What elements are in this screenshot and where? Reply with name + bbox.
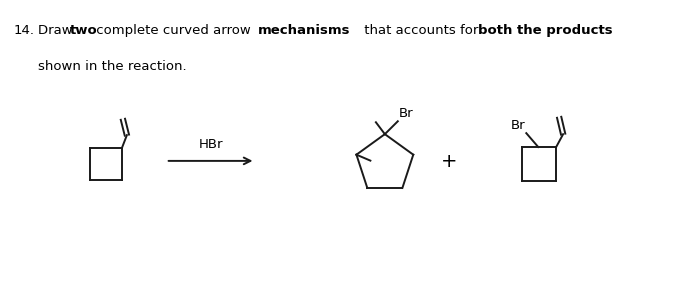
Text: that accounts for: that accounts for — [360, 24, 482, 37]
Text: complete curved arrow: complete curved arrow — [92, 24, 255, 37]
Text: Draw: Draw — [38, 24, 77, 37]
Text: shown in the reaction.: shown in the reaction. — [38, 60, 187, 73]
Text: Br: Br — [399, 107, 413, 120]
Text: both the products: both the products — [478, 24, 613, 37]
Text: +: + — [441, 152, 458, 171]
Text: 14.: 14. — [14, 24, 35, 37]
Text: mechanisms: mechanisms — [258, 24, 351, 37]
Text: Br: Br — [511, 119, 526, 132]
Text: HBr: HBr — [199, 138, 223, 151]
Text: two: two — [70, 24, 98, 37]
